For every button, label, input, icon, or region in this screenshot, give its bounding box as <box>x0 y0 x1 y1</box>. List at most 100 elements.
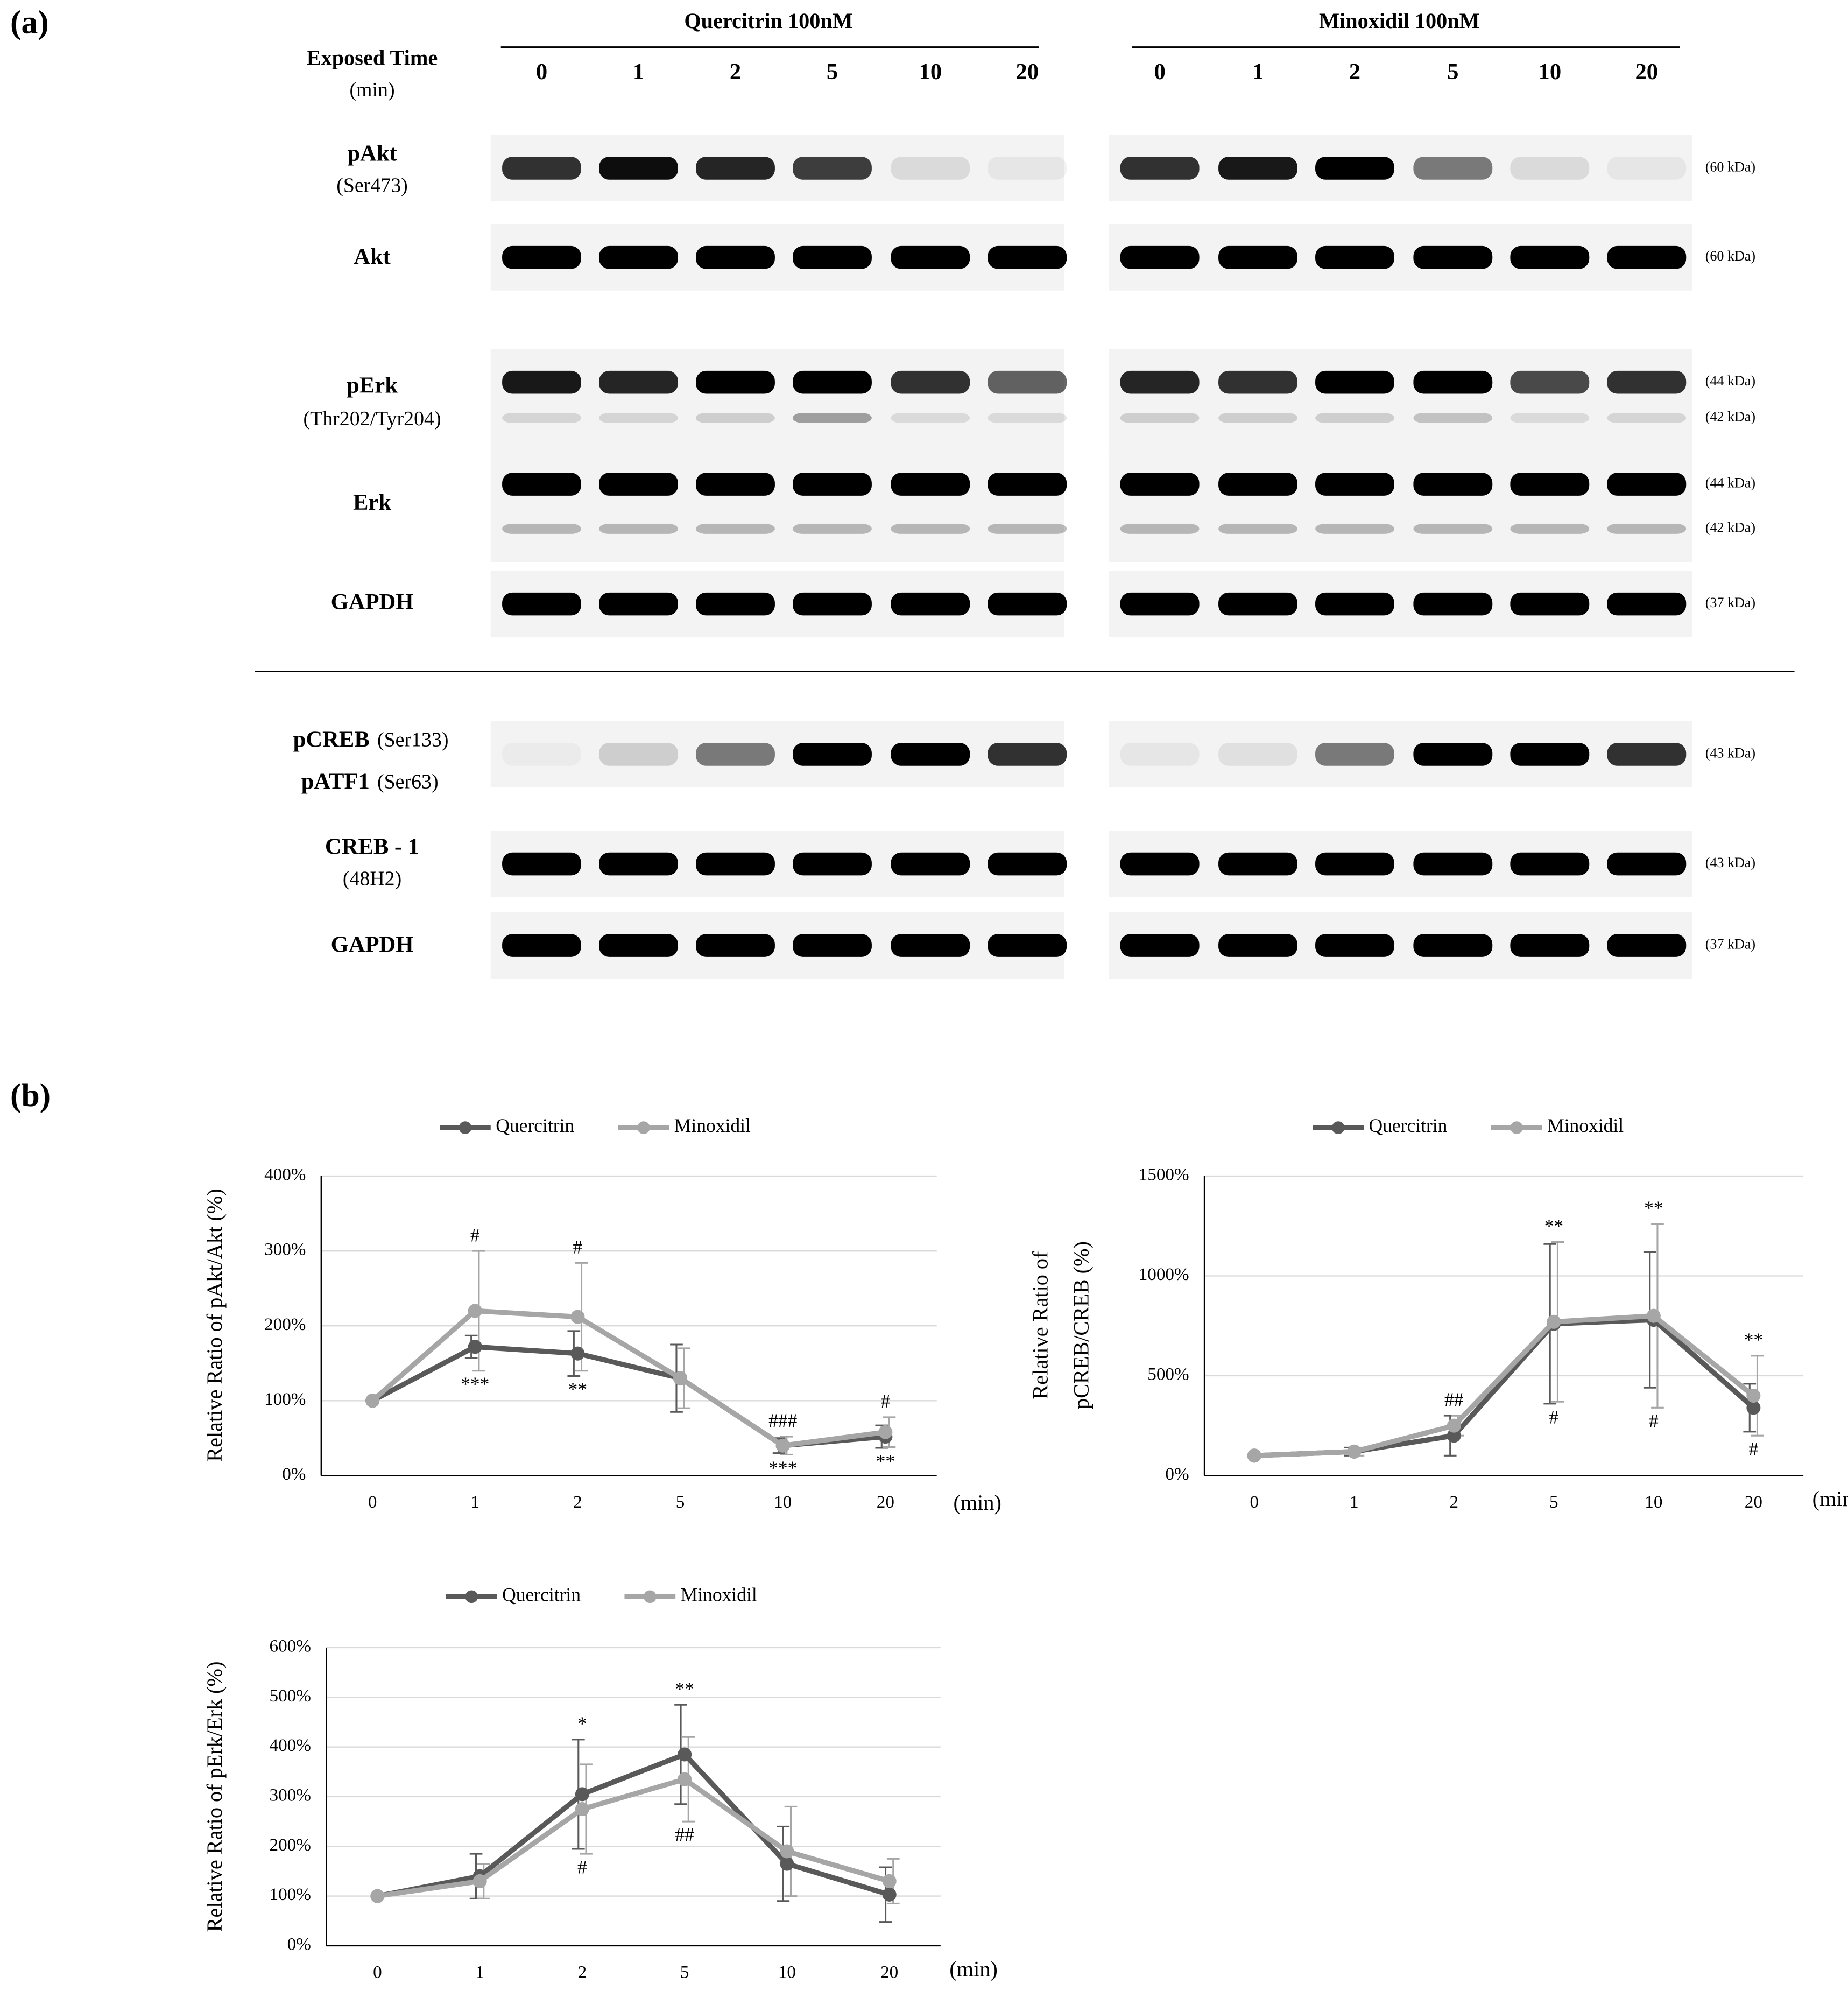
y-tick-label: 300% <box>270 1785 311 1805</box>
x-axis-label: (min) <box>953 1490 1001 1515</box>
band <box>1120 413 1200 423</box>
data-point <box>1547 1314 1561 1329</box>
x-tick-label: 5 <box>676 1492 685 1512</box>
lane-label: 0 <box>536 59 547 85</box>
blot-panel <box>1109 571 1693 637</box>
band <box>1607 370 1687 394</box>
lane-label: 20 <box>1016 59 1039 85</box>
band <box>1607 592 1687 616</box>
x-tick-label: 0 <box>368 1492 377 1512</box>
lane-label: 10 <box>1539 59 1562 85</box>
band <box>696 852 775 876</box>
band <box>696 245 775 269</box>
blot-panel <box>490 135 1064 202</box>
annotation: ** <box>1544 1215 1564 1237</box>
row-label: CREB - 1 <box>325 834 419 859</box>
annotation: ** <box>876 1450 895 1472</box>
band <box>1218 523 1297 534</box>
y-tick-label: 100% <box>264 1389 306 1409</box>
data-point <box>1247 1448 1261 1463</box>
data-point <box>575 1802 589 1817</box>
band <box>891 473 970 496</box>
y-axis-label: pCREB/CREB (%) <box>1069 1241 1093 1409</box>
x-tick-label: 20 <box>1745 1492 1762 1512</box>
row-label: GAPDH <box>331 932 414 958</box>
panel-label: (a) <box>10 4 49 40</box>
y-axis-label: Relative Ratio of pAkt/Akt (%) <box>202 1188 227 1461</box>
annotation: ## <box>1444 1389 1464 1410</box>
data-point <box>1646 1308 1661 1323</box>
annotation: *** <box>768 1457 797 1479</box>
legend-marker <box>459 1121 472 1134</box>
annotation: # <box>1549 1406 1558 1427</box>
row-label: GAPDH <box>331 589 414 615</box>
band <box>793 245 872 269</box>
x-tick-label: 1 <box>470 1492 479 1512</box>
data-point <box>1746 1401 1761 1415</box>
lane-label: 10 <box>919 59 942 85</box>
x-tick-label: 10 <box>774 1492 792 1512</box>
lane-label: 5 <box>1447 59 1458 85</box>
band <box>793 157 872 180</box>
band <box>1413 523 1493 534</box>
band <box>1607 934 1687 957</box>
band <box>502 592 581 616</box>
legend-label: Minoxidil <box>681 1584 757 1605</box>
row-detail: (Ser473) <box>336 174 408 197</box>
band <box>988 592 1067 616</box>
band <box>1120 934 1200 957</box>
band <box>1315 743 1394 766</box>
band <box>1120 245 1200 269</box>
band <box>696 743 775 766</box>
annotation: # <box>1649 1410 1659 1432</box>
band <box>793 370 872 394</box>
data-point <box>575 1787 589 1802</box>
band <box>1413 473 1493 496</box>
blot-panel <box>490 451 1064 562</box>
band <box>793 934 872 957</box>
annotation: ## <box>675 1824 694 1846</box>
band <box>1315 245 1394 269</box>
band <box>1413 245 1493 269</box>
annotation: # <box>577 1856 587 1878</box>
band <box>891 852 970 876</box>
x-axis-label: (min) <box>949 1957 997 1981</box>
y-tick-label: 400% <box>264 1165 306 1185</box>
kda-label: (37 kDa) <box>1705 937 1755 952</box>
data-point <box>882 1874 897 1888</box>
band <box>793 523 872 534</box>
band <box>1607 743 1687 766</box>
row-detail: (48H2) <box>343 868 401 890</box>
band <box>1510 934 1590 957</box>
x-tick-label: 5 <box>680 1962 689 1982</box>
band <box>891 413 970 423</box>
y-tick-label: 200% <box>270 1835 311 1855</box>
band <box>1120 743 1200 766</box>
kda-label: (60 kDa) <box>1705 248 1755 264</box>
band <box>891 370 970 394</box>
band <box>1218 157 1297 180</box>
y-tick-label: 400% <box>270 1735 311 1755</box>
x-tick-label: 20 <box>880 1962 898 1982</box>
band <box>1510 413 1590 423</box>
time-label: Exposed Time <box>307 46 438 70</box>
band <box>988 934 1067 957</box>
legend-marker <box>1331 1121 1345 1134</box>
band <box>1510 592 1590 616</box>
x-tick-label: 1 <box>1350 1492 1359 1512</box>
blot-panel <box>1109 224 1693 291</box>
band <box>793 743 872 766</box>
legend-marker <box>637 1121 650 1134</box>
band <box>1510 523 1590 534</box>
band <box>891 523 970 534</box>
band <box>599 157 678 180</box>
band <box>1218 592 1297 616</box>
legend-label: Quercitrin <box>1369 1115 1448 1136</box>
data-point <box>370 1889 385 1903</box>
lane-label: 1 <box>633 59 644 85</box>
annotation: # <box>1748 1438 1758 1460</box>
x-tick-label: 10 <box>1645 1492 1662 1512</box>
row-label: pCREB <box>293 727 370 752</box>
band <box>891 743 970 766</box>
